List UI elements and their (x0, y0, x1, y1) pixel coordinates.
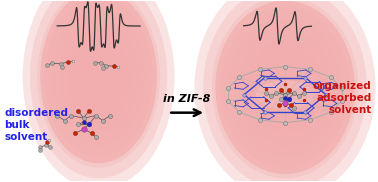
Ellipse shape (67, 29, 131, 124)
Ellipse shape (203, 0, 367, 182)
Ellipse shape (52, 7, 145, 146)
Ellipse shape (30, 0, 167, 178)
Ellipse shape (45, 0, 153, 157)
Ellipse shape (37, 0, 160, 168)
Ellipse shape (221, 7, 350, 168)
Ellipse shape (212, 0, 358, 178)
Ellipse shape (59, 18, 138, 135)
Text: organized
adsorbed
solvent: organized adsorbed solvent (313, 81, 372, 115)
Ellipse shape (229, 18, 341, 157)
Ellipse shape (256, 81, 314, 109)
Ellipse shape (194, 0, 376, 182)
Text: in ZIF-8: in ZIF-8 (163, 94, 211, 104)
Ellipse shape (40, 0, 157, 163)
Ellipse shape (247, 40, 323, 135)
Ellipse shape (238, 29, 332, 146)
Ellipse shape (215, 1, 355, 174)
Text: disordered
bulk
solvent: disordered bulk solvent (5, 108, 68, 142)
Ellipse shape (23, 0, 175, 182)
